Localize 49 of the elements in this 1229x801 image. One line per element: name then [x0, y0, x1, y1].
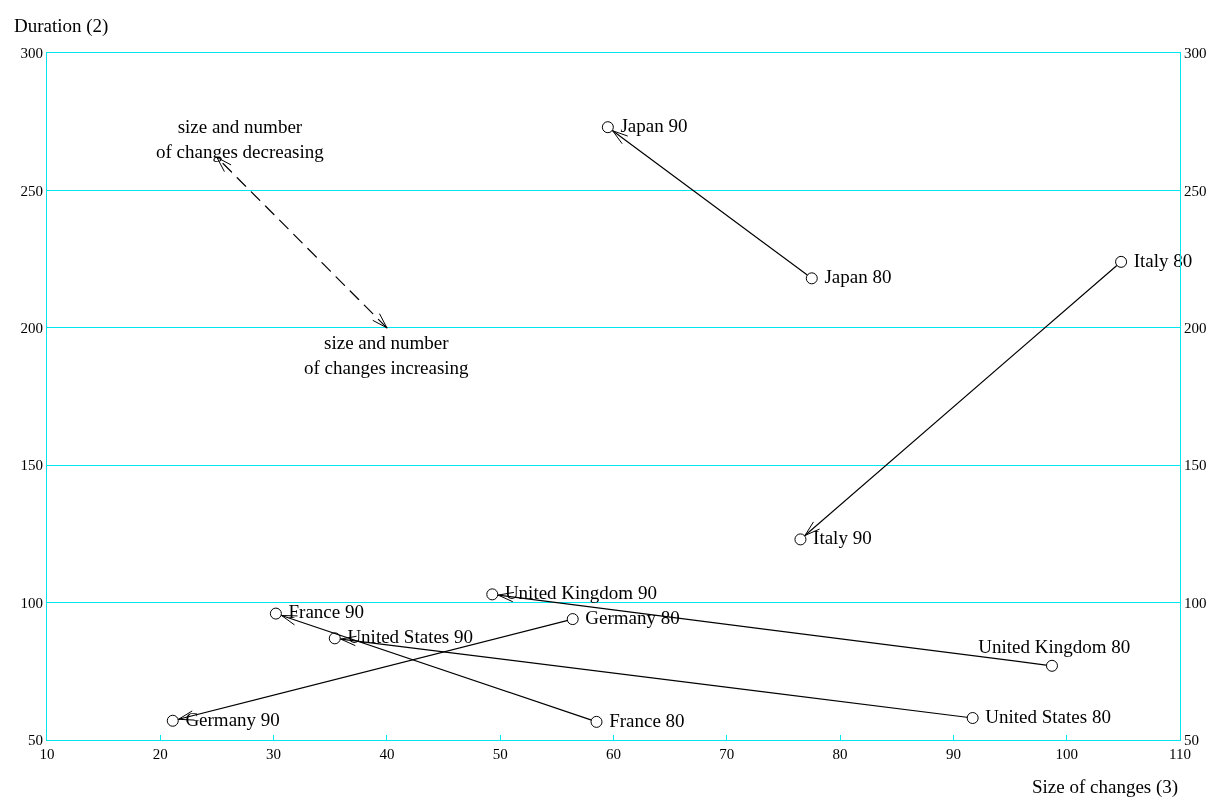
y2-tick-label: 50 [1184, 732, 1199, 749]
y2-tick-label: 200 [1184, 320, 1207, 337]
data-label: Japan 80 [819, 266, 892, 288]
annotation: size and number of changes decreasing [156, 116, 325, 162]
point [166, 714, 179, 727]
x-tick-label: 50 [492, 746, 508, 762]
point [794, 533, 807, 546]
y-tick-label: 50 [28, 732, 43, 749]
annotation: size and number of changes increasing [304, 332, 470, 378]
x-tick-label: 110 [1169, 746, 1191, 762]
x-tick-label: 20 [152, 746, 168, 762]
x-tick-label: 10 [39, 746, 55, 762]
x-tick-label: 60 [606, 746, 621, 762]
y-tick-label: 150 [20, 457, 43, 474]
point [805, 272, 818, 285]
x-tick-label: 100 [1055, 746, 1078, 762]
data-label: Germany 90 [180, 708, 280, 730]
data-label: United States 80 [980, 705, 1111, 727]
x-tick-label: 30 [266, 746, 282, 762]
y2-tick-label: 250 [1184, 182, 1207, 199]
y2-tick-label: 300 [1184, 45, 1207, 62]
point [590, 715, 603, 728]
y-tick-label: 100 [20, 594, 43, 611]
x-tick-label: 80 [832, 746, 848, 762]
point [966, 712, 979, 725]
data-label: France 90 [283, 601, 364, 623]
point [566, 613, 579, 626]
y-tick-label: 300 [20, 45, 43, 62]
y-axis-title: Duration (2) [14, 15, 109, 37]
data-label: United Kingdom 80 [973, 636, 1131, 658]
point [328, 632, 341, 645]
data-label: United Kingdom 90 [500, 582, 657, 604]
x-tick-label: 40 [379, 746, 395, 762]
y-tick-label: 250 [20, 182, 43, 199]
point [1115, 255, 1128, 268]
point [1045, 659, 1058, 672]
y2-tick-label: 150 [1184, 457, 1207, 474]
point [601, 121, 614, 134]
data-label: Italy 90 [808, 527, 872, 549]
y2-tick-label: 100 [1184, 594, 1207, 611]
data-label: France 80 [604, 709, 685, 731]
point [486, 588, 499, 601]
x-tick-label: 90 [945, 746, 961, 762]
point [269, 607, 282, 620]
x-axis-title: Size of changes (3) [1032, 776, 1179, 798]
y-tick-label: 200 [20, 320, 43, 337]
data-label: United States 90 [342, 626, 474, 648]
data-label: Japan 90 [615, 114, 688, 136]
x-tick-label: 70 [719, 746, 735, 762]
